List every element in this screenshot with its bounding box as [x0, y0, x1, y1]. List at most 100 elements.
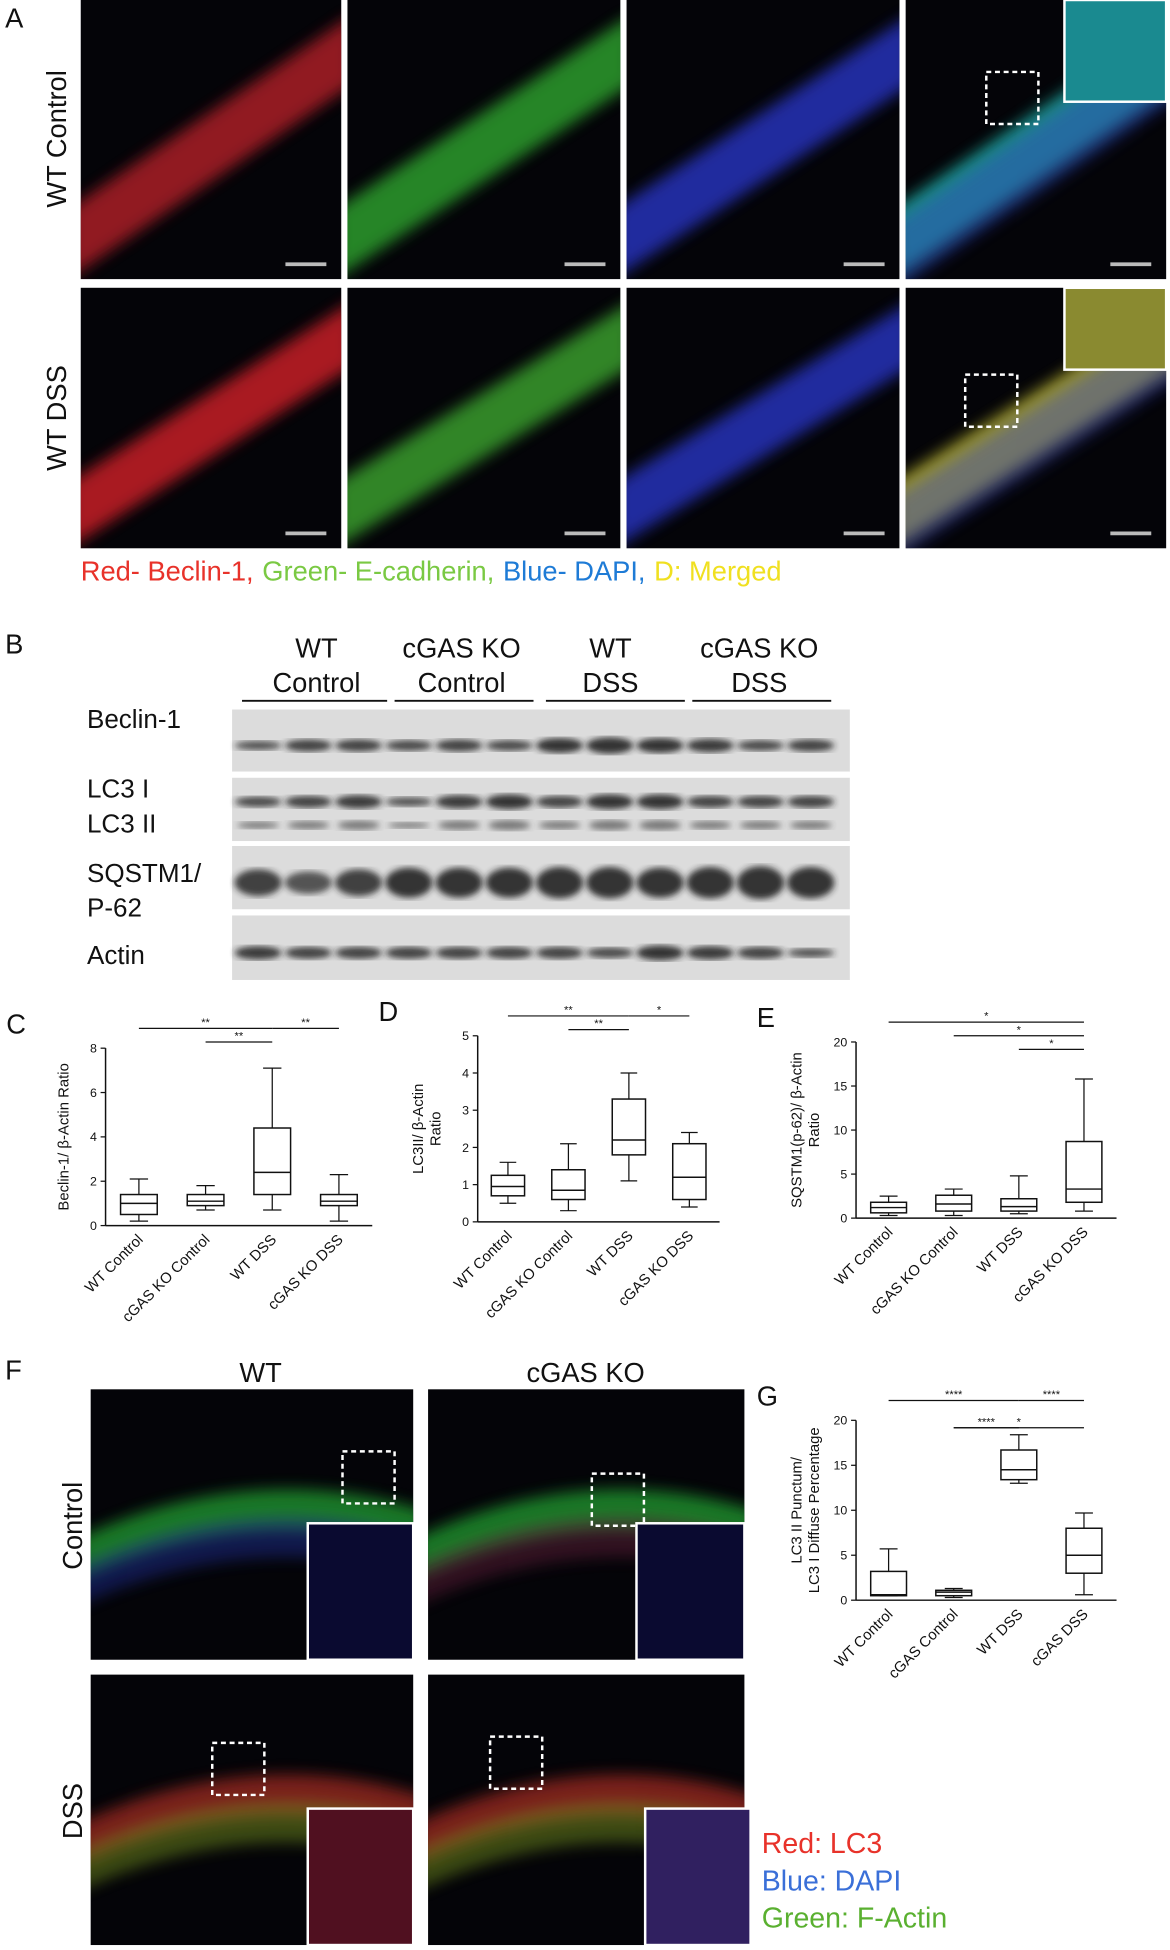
- blot-band: [234, 741, 282, 750]
- blot-band: [787, 739, 835, 752]
- blot-band: [736, 866, 785, 900]
- x-tick-label: WT Control: [832, 1607, 896, 1671]
- blot-strip: [232, 709, 850, 772]
- label: Red: LC3: [762, 1828, 882, 1860]
- blot-band: [385, 740, 433, 751]
- box: [490, 1174, 526, 1197]
- label: B: [5, 629, 23, 660]
- y-tick-label: 15: [834, 1079, 848, 1093]
- blot-band: [335, 795, 383, 809]
- micrograph: [428, 1674, 752, 1947]
- y-tick-label: 10: [834, 1123, 848, 1137]
- significance-label: **: [201, 1017, 210, 1029]
- blot-band: [337, 820, 380, 830]
- image-content: [80, 308, 342, 541]
- blot-strip: [232, 777, 850, 842]
- y-tick-label: 2: [90, 1175, 97, 1189]
- label: cGAS KO: [700, 632, 818, 663]
- blot-band: [287, 821, 330, 830]
- x-tick-label: WT DSS: [975, 1224, 1027, 1276]
- micrograph: [905, 286, 1168, 549]
- micrograph: [347, 287, 621, 549]
- blot-band: [736, 740, 785, 751]
- label: cGAS KO: [526, 1357, 644, 1388]
- label: WT Control: [41, 70, 72, 207]
- blot-band: [638, 820, 682, 831]
- label: Blue: DAPI: [762, 1865, 901, 1897]
- y-tick-label: 4: [90, 1130, 97, 1144]
- blot-band: [485, 740, 533, 751]
- blot-band: [438, 820, 481, 830]
- label: WT: [239, 1357, 282, 1388]
- significance-label: **: [594, 1018, 603, 1030]
- blot-band: [787, 948, 835, 958]
- significance-label: **: [235, 1031, 244, 1043]
- image-content: [626, 22, 900, 271]
- blot-band: [586, 867, 634, 899]
- box: [869, 1570, 908, 1597]
- blot-band: [435, 739, 483, 752]
- micrograph: [428, 1389, 746, 1661]
- label: SQSTM1/: [87, 858, 202, 888]
- x-tick-label: cGAS Control: [886, 1607, 962, 1683]
- label: LC3 II: [87, 808, 156, 838]
- micrograph: [905, 0, 1168, 280]
- blot-band: [284, 871, 332, 894]
- blot-band: [588, 820, 631, 831]
- y-axis-label: LC3 I Diffuse Percentage: [807, 1427, 823, 1593]
- blot-strip: [232, 915, 850, 980]
- micrograph: [80, 0, 342, 280]
- image-content: [347, 22, 621, 271]
- blot-band: [485, 867, 533, 898]
- blot-band: [736, 795, 785, 808]
- panel-letter: C: [6, 1008, 26, 1039]
- image-content: [626, 308, 900, 541]
- roi-box: [590, 1472, 646, 1528]
- y-tick-label: 0: [462, 1215, 469, 1229]
- blot-band: [488, 820, 531, 831]
- label: DSS: [731, 667, 787, 698]
- blot-band: [686, 795, 734, 808]
- blot-band: [636, 794, 684, 810]
- label: Control: [57, 1482, 88, 1570]
- blot-band: [385, 946, 433, 959]
- label: A: [5, 2, 24, 33]
- y-axis-label: SQSTM1(p-62)/ β-Actin: [789, 1052, 805, 1208]
- roi-box: [341, 1450, 396, 1505]
- blot-band: [586, 737, 634, 754]
- blot-band: [335, 739, 383, 752]
- micrograph: [626, 287, 900, 549]
- label: DSS: [582, 667, 638, 698]
- box: [1000, 1449, 1038, 1481]
- panel-letter: G: [757, 1380, 778, 1411]
- blot-band: [686, 946, 734, 960]
- y-tick-label: 10: [834, 1504, 848, 1518]
- box: [1000, 1198, 1038, 1212]
- box: [1065, 1527, 1103, 1574]
- blot-band: [284, 946, 332, 959]
- blot-band: [686, 738, 734, 753]
- micrograph: [90, 1674, 415, 1947]
- blot-band: [739, 821, 782, 830]
- blot-band: [335, 946, 383, 959]
- roi-box: [963, 373, 1019, 428]
- y-tick-label: 20: [834, 1035, 848, 1049]
- x-tick-label: WT DSS: [228, 1232, 280, 1284]
- tissue: [80, 308, 342, 541]
- label: Control: [418, 667, 506, 698]
- blot-band: [689, 821, 732, 830]
- tissue: [626, 22, 900, 271]
- inset: [643, 1807, 752, 1947]
- blot-band: [234, 946, 282, 960]
- significance-label: *: [657, 1004, 662, 1016]
- blot-band: [435, 867, 483, 898]
- y-tick-label: 5: [462, 1029, 469, 1043]
- significance-label: *: [1017, 1416, 1022, 1428]
- x-tick-label: WT Control: [451, 1228, 515, 1292]
- box: [186, 1193, 225, 1207]
- panel-letter: D: [378, 996, 398, 1027]
- label: WT: [295, 632, 338, 663]
- blot-band: [636, 867, 684, 898]
- legend: Red- Beclin-1, Green- E-cadherin, Blue- DA…: [81, 556, 782, 587]
